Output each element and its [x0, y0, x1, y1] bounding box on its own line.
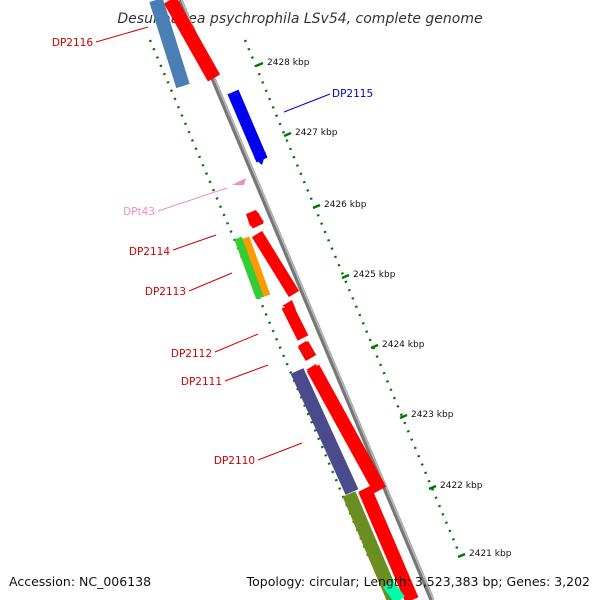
topology-text: Topology: circular; Length: 3,523,383 bp… — [246, 574, 590, 589]
gene-label-leader — [283, 93, 331, 113]
feature-dp2116-blue — [149, 0, 190, 89]
kbp-tick-label: 2423 kbp — [411, 410, 454, 420]
gene-label: DPt43 — [123, 206, 155, 218]
inner-tick-track — [148, 39, 372, 561]
kbp-tick-mark — [283, 131, 292, 138]
gene-label: DP2113 — [145, 286, 186, 298]
kbp-tick-mark — [341, 273, 350, 280]
feature-olive — [342, 491, 401, 600]
gene-label-leader — [95, 26, 149, 43]
feature-dp2114 — [251, 230, 300, 298]
gene-label-leader — [157, 187, 228, 212]
kbp-tick-label: 2422 kbp — [440, 481, 483, 491]
feature-dp2115 — [227, 89, 268, 163]
outer-tick-track — [243, 39, 464, 561]
kbp-tick-label: 2426 kbp — [324, 200, 367, 210]
feature-red-lower — [306, 364, 387, 494]
feature-red-bottom — [358, 487, 419, 600]
feature-dp2113 — [234, 236, 264, 300]
kbp-tick-mark — [457, 552, 466, 559]
kbp-tick-label: 2428 kbp — [267, 58, 310, 68]
gene-label-leader — [172, 234, 217, 251]
gene-label-leader — [188, 272, 233, 292]
feature-dp2115-arrowhead — [254, 152, 266, 165]
kbp-tick-mark — [428, 484, 437, 491]
feature-red-bottom-arrowhead — [358, 486, 374, 496]
gene-label-leader — [214, 333, 259, 353]
kbp-tick-label: 2425 kbp — [353, 270, 396, 280]
kbp-tick-mark — [370, 343, 379, 350]
gene-label: DP2112 — [171, 348, 212, 360]
feature-dp2114-arrowhead — [246, 210, 264, 226]
genome-backbone — [177, 0, 435, 600]
kbp-tick-label: 2424 kbp — [382, 340, 425, 350]
map-title: Desulfotalea psychrophila LSv54, complet… — [117, 11, 482, 27]
feature-dp2112 — [281, 303, 309, 341]
kbp-tick-mark — [312, 203, 321, 210]
feature-orange — [240, 236, 271, 298]
feature-teal — [383, 580, 405, 600]
gene-label: DP2115 — [332, 88, 373, 100]
gene-label: DP2116 — [52, 37, 93, 49]
gene-label: DP2114 — [129, 246, 170, 258]
kbp-tick-label: 2421 kbp — [469, 549, 512, 559]
accession-text: Accession: NC_006138 — [9, 574, 152, 589]
feature-dp2112-arrowhead — [282, 300, 296, 310]
gene-label-leader — [224, 364, 269, 382]
kbp-tick-label: 2427 kbp — [295, 128, 338, 138]
gene-label-leader — [257, 442, 303, 461]
gene-label: DP2111 — [181, 376, 222, 388]
feature-dp2110 — [290, 368, 359, 495]
feature-dp2116-red — [163, 0, 221, 82]
feature-dpt43 — [232, 178, 246, 185]
gene-label: DP2110 — [214, 455, 255, 467]
kbp-tick-mark — [399, 413, 408, 420]
feature-dp2111-arrowhead — [298, 341, 310, 349]
kbp-tick-mark — [255, 61, 264, 68]
feature-red-lower-arrowhead — [306, 364, 320, 374]
